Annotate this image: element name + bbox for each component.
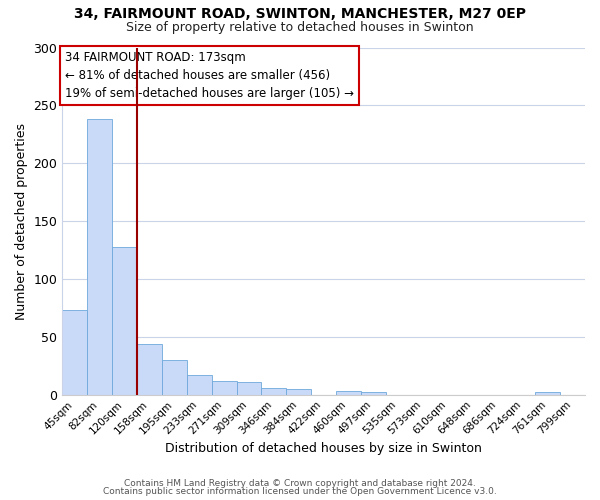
- X-axis label: Distribution of detached houses by size in Swinton: Distribution of detached houses by size …: [165, 442, 482, 455]
- Bar: [112, 246, 137, 394]
- Bar: [137, 344, 162, 395]
- Text: Contains public sector information licensed under the Open Government Licence v3: Contains public sector information licen…: [103, 487, 497, 496]
- Bar: [286, 389, 311, 394]
- Bar: [62, 310, 87, 394]
- Bar: [236, 382, 262, 394]
- Text: 34, FAIRMOUNT ROAD, SWINTON, MANCHESTER, M27 0EP: 34, FAIRMOUNT ROAD, SWINTON, MANCHESTER,…: [74, 8, 526, 22]
- Bar: [361, 392, 386, 394]
- Bar: [162, 360, 187, 394]
- Bar: [262, 388, 286, 394]
- Bar: [87, 120, 112, 394]
- Bar: [187, 375, 212, 394]
- Text: 34 FAIRMOUNT ROAD: 173sqm
← 81% of detached houses are smaller (456)
19% of semi: 34 FAIRMOUNT ROAD: 173sqm ← 81% of detac…: [65, 51, 354, 100]
- Y-axis label: Number of detached properties: Number of detached properties: [15, 122, 28, 320]
- Bar: [336, 392, 361, 394]
- Bar: [212, 381, 236, 394]
- Text: Contains HM Land Registry data © Crown copyright and database right 2024.: Contains HM Land Registry data © Crown c…: [124, 478, 476, 488]
- Text: Size of property relative to detached houses in Swinton: Size of property relative to detached ho…: [126, 21, 474, 34]
- Bar: [535, 392, 560, 394]
